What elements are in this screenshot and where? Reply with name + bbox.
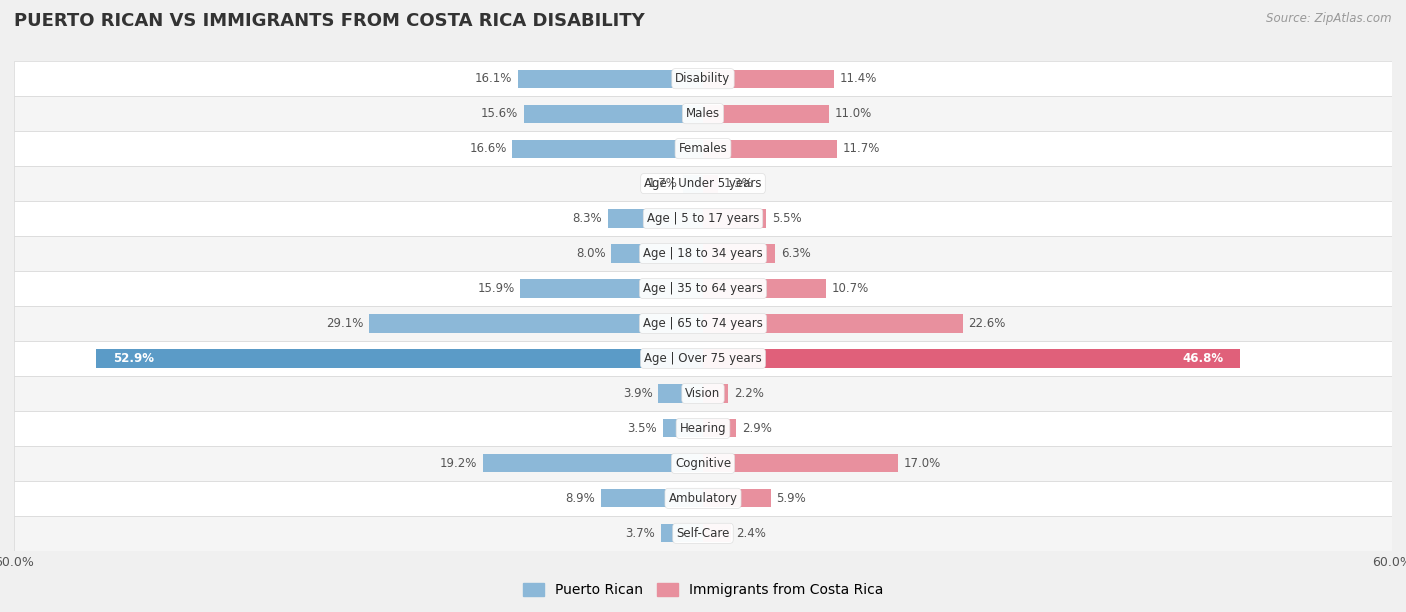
Text: 15.6%: 15.6%: [481, 107, 519, 120]
Text: 11.7%: 11.7%: [844, 142, 880, 155]
FancyBboxPatch shape: [14, 236, 1392, 271]
Text: 11.4%: 11.4%: [839, 72, 877, 85]
Text: 8.9%: 8.9%: [565, 492, 595, 505]
Text: 16.1%: 16.1%: [475, 72, 512, 85]
Bar: [600, 489, 703, 507]
Text: Hearing: Hearing: [679, 422, 727, 435]
Text: Vision: Vision: [685, 387, 721, 400]
Text: Age | 18 to 34 years: Age | 18 to 34 years: [643, 247, 763, 260]
FancyBboxPatch shape: [14, 306, 1392, 341]
Bar: [703, 524, 731, 542]
Bar: [683, 174, 703, 193]
Text: 5.9%: 5.9%: [776, 492, 806, 505]
Text: Age | 65 to 74 years: Age | 65 to 74 years: [643, 317, 763, 330]
Bar: [661, 524, 703, 542]
Bar: [703, 140, 838, 158]
Text: Disability: Disability: [675, 72, 731, 85]
Text: Males: Males: [686, 107, 720, 120]
Bar: [520, 280, 703, 297]
Text: Source: ZipAtlas.com: Source: ZipAtlas.com: [1267, 12, 1392, 25]
Bar: [96, 349, 703, 368]
Text: 2.4%: 2.4%: [737, 527, 766, 540]
FancyBboxPatch shape: [14, 131, 1392, 166]
Text: 15.9%: 15.9%: [478, 282, 515, 295]
Text: 46.8%: 46.8%: [1182, 352, 1223, 365]
Bar: [662, 419, 703, 438]
Bar: [703, 349, 1240, 368]
Bar: [703, 384, 728, 403]
FancyBboxPatch shape: [14, 341, 1392, 376]
Text: Age | 35 to 64 years: Age | 35 to 64 years: [643, 282, 763, 295]
Bar: [482, 454, 703, 472]
Text: Cognitive: Cognitive: [675, 457, 731, 470]
Text: Self-Care: Self-Care: [676, 527, 730, 540]
FancyBboxPatch shape: [14, 446, 1392, 481]
Bar: [703, 280, 825, 297]
Bar: [703, 174, 718, 193]
Text: 22.6%: 22.6%: [969, 317, 1005, 330]
Text: 2.9%: 2.9%: [742, 422, 772, 435]
Text: 5.5%: 5.5%: [772, 212, 801, 225]
FancyBboxPatch shape: [14, 271, 1392, 306]
Text: 11.0%: 11.0%: [835, 107, 872, 120]
Bar: [658, 384, 703, 403]
Text: PUERTO RICAN VS IMMIGRANTS FROM COSTA RICA DISABILITY: PUERTO RICAN VS IMMIGRANTS FROM COSTA RI…: [14, 12, 645, 30]
Text: 8.3%: 8.3%: [572, 212, 602, 225]
FancyBboxPatch shape: [14, 61, 1392, 96]
Bar: [703, 244, 775, 263]
Text: 3.9%: 3.9%: [623, 387, 652, 400]
FancyBboxPatch shape: [14, 376, 1392, 411]
FancyBboxPatch shape: [14, 96, 1392, 131]
Bar: [703, 105, 830, 123]
Text: 17.0%: 17.0%: [904, 457, 941, 470]
Text: Age | 5 to 17 years: Age | 5 to 17 years: [647, 212, 759, 225]
Bar: [607, 209, 703, 228]
Bar: [703, 209, 766, 228]
Text: 19.2%: 19.2%: [440, 457, 477, 470]
Text: 6.3%: 6.3%: [782, 247, 811, 260]
Bar: [524, 105, 703, 123]
Bar: [519, 70, 703, 88]
FancyBboxPatch shape: [14, 516, 1392, 551]
Text: 8.0%: 8.0%: [576, 247, 606, 260]
Bar: [612, 244, 703, 263]
Bar: [512, 140, 703, 158]
Text: Ambulatory: Ambulatory: [668, 492, 738, 505]
Bar: [703, 419, 737, 438]
Bar: [703, 70, 834, 88]
FancyBboxPatch shape: [14, 201, 1392, 236]
Text: 52.9%: 52.9%: [112, 352, 153, 365]
Text: 1.3%: 1.3%: [724, 177, 754, 190]
Bar: [368, 315, 703, 332]
Text: Females: Females: [679, 142, 727, 155]
Text: Age | Under 5 years: Age | Under 5 years: [644, 177, 762, 190]
Bar: [703, 315, 963, 332]
FancyBboxPatch shape: [14, 481, 1392, 516]
Bar: [703, 454, 898, 472]
Text: 2.2%: 2.2%: [734, 387, 763, 400]
FancyBboxPatch shape: [14, 411, 1392, 446]
Text: 10.7%: 10.7%: [831, 282, 869, 295]
Legend: Puerto Rican, Immigrants from Costa Rica: Puerto Rican, Immigrants from Costa Rica: [517, 578, 889, 603]
Text: 3.5%: 3.5%: [627, 422, 657, 435]
Text: 16.6%: 16.6%: [470, 142, 506, 155]
Bar: [703, 489, 770, 507]
FancyBboxPatch shape: [14, 166, 1392, 201]
Text: Age | Over 75 years: Age | Over 75 years: [644, 352, 762, 365]
Text: 29.1%: 29.1%: [326, 317, 363, 330]
Text: 1.7%: 1.7%: [648, 177, 678, 190]
Text: 3.7%: 3.7%: [626, 527, 655, 540]
